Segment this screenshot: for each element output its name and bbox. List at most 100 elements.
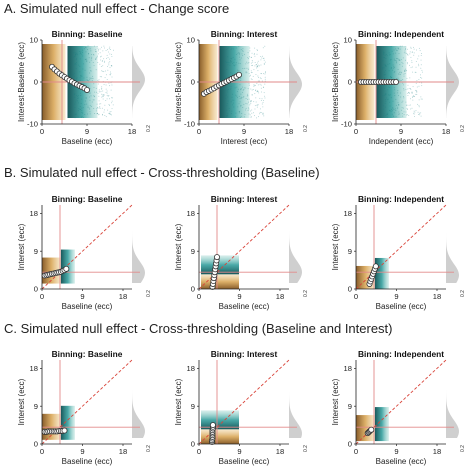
scatter-dot — [238, 54, 240, 56]
scatter-dot — [398, 113, 400, 115]
scatter-dot — [384, 65, 386, 67]
scatter-dot — [92, 53, 94, 55]
scatter-dot — [89, 61, 91, 63]
scatter-dot — [255, 73, 257, 75]
scatter-dot — [98, 100, 100, 102]
scatter-dot — [239, 84, 241, 86]
scatter-dot — [384, 102, 386, 104]
scatter-dot — [408, 92, 410, 94]
scatter-dot — [386, 55, 388, 57]
scatter-dot — [418, 106, 420, 108]
x-tick-label: 0 — [197, 292, 201, 301]
scatter-dot — [403, 70, 405, 72]
scatter-dot — [228, 62, 230, 64]
scatter-dot — [262, 47, 264, 49]
scatter-dot — [263, 100, 265, 102]
scatter-dot — [259, 111, 261, 113]
scatter-dot — [103, 111, 105, 113]
scatter-dot — [234, 87, 236, 89]
scatter-dot — [75, 99, 77, 101]
scatter-dot — [387, 98, 389, 100]
scatter-dot — [416, 93, 418, 95]
scatter-dot — [242, 96, 244, 98]
scatter-dot — [101, 96, 103, 98]
section-b-title: B. Simulated null effect - Cross-thresho… — [4, 165, 320, 180]
scatter-dot — [104, 114, 106, 116]
scatter-dot — [79, 65, 81, 67]
scatter-dot — [385, 53, 387, 55]
scatter-dot — [95, 57, 97, 59]
scatter-dot — [260, 99, 262, 101]
scatter-dot — [232, 56, 234, 58]
scatter-dot — [236, 97, 238, 99]
scatter-dot — [240, 48, 242, 50]
scatter-dot — [383, 57, 385, 59]
scatter-dot — [260, 73, 262, 75]
scatter-dot — [385, 65, 387, 67]
scatter-dot — [264, 73, 266, 75]
panel-title: Binning: Baseline — [52, 349, 123, 359]
scatter-dot — [80, 51, 82, 53]
scatter-dot — [415, 90, 417, 92]
scatter-dot — [247, 109, 249, 111]
scatter-dot — [260, 73, 262, 75]
scatter-dot — [240, 80, 242, 82]
scatter-dot — [255, 64, 257, 66]
scatter-dot — [80, 116, 82, 118]
x-axis-label: Baseline (ecc) — [376, 457, 427, 466]
scatter-dot — [243, 103, 245, 105]
density-tick: 0.2 — [460, 290, 466, 297]
scatter-dot — [403, 111, 405, 113]
scatter-dot — [108, 62, 110, 64]
scatter-dot — [259, 97, 261, 99]
scatter-dot — [91, 57, 93, 59]
scatter-dot — [87, 106, 89, 108]
scatter-dot — [415, 89, 417, 91]
density-tick: 0.2 — [146, 445, 152, 452]
scatter-dot — [417, 58, 419, 60]
scatter-dot — [248, 56, 250, 58]
scatter-dot — [385, 114, 387, 116]
scatter-dot — [385, 94, 387, 96]
scatter-dot — [402, 57, 404, 59]
scatter-dot — [108, 64, 110, 66]
scatter-dot — [259, 83, 261, 85]
scatter-dot — [414, 71, 416, 73]
scatter-dot — [240, 77, 242, 79]
scatter-dot — [243, 96, 245, 98]
scatter-dot — [97, 49, 99, 51]
scatter-dot — [233, 106, 235, 108]
scatter-dot — [93, 94, 95, 96]
scatter-dot — [398, 73, 400, 75]
scatter-dot — [394, 70, 396, 72]
scatter-dot — [229, 64, 231, 66]
scatter-dot — [102, 90, 104, 92]
scatter-dot — [240, 89, 242, 91]
scatter-dot — [420, 112, 422, 114]
scatter-dot — [231, 58, 233, 60]
scatter-dot — [89, 79, 91, 81]
scatter-dot — [257, 75, 259, 77]
x-axis-label: Baseline (ecc) — [219, 302, 270, 311]
scatter-dot — [264, 80, 266, 82]
scatter-dot — [396, 77, 398, 79]
scatter-dot — [401, 79, 403, 81]
scatter-dot — [396, 50, 398, 52]
density-tick: 0.2 — [303, 125, 309, 132]
scatter-dot — [109, 113, 111, 115]
scatter-dot — [80, 74, 82, 76]
scatter-dot — [411, 51, 413, 53]
scatter-dot — [105, 74, 107, 76]
scatter-dot — [260, 78, 262, 80]
scatter-dot — [390, 46, 392, 48]
scatter-dot — [74, 55, 76, 57]
scatter-dot — [420, 55, 422, 57]
scatter-dot — [246, 95, 248, 97]
x-axis-label: Baseline (ecc) — [62, 457, 113, 466]
x-tick-label: 9 — [80, 292, 84, 301]
y-tick-label: 18 — [187, 364, 195, 373]
density-band-teal — [374, 257, 389, 289]
scatter-dot — [95, 59, 97, 61]
scatter-dot — [98, 107, 100, 109]
scatter-dot — [78, 64, 80, 66]
